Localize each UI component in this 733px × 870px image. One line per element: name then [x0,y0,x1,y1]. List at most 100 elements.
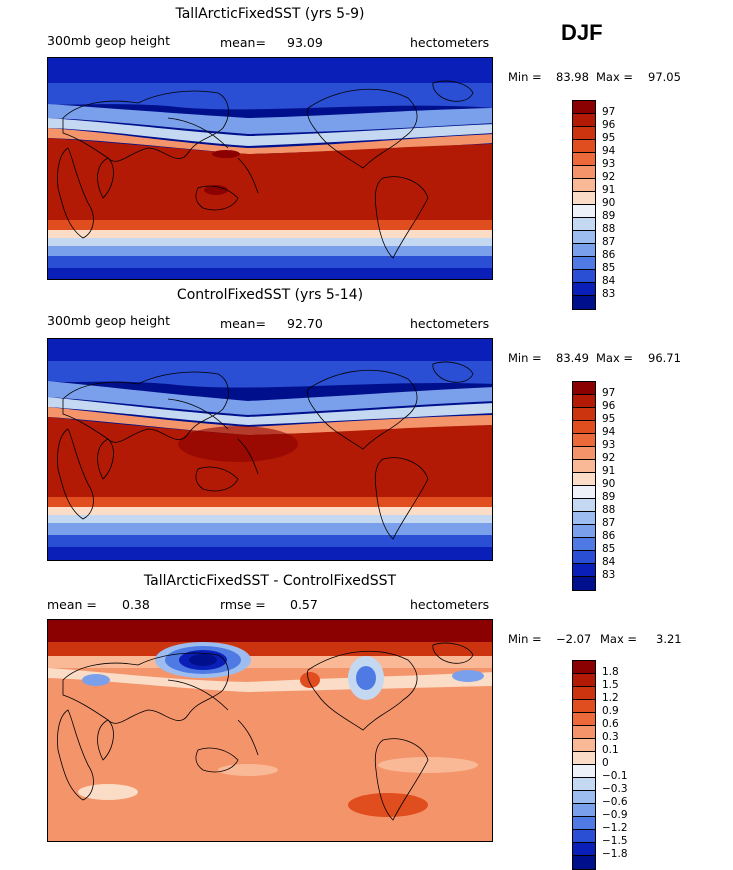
colorbar-swatch [573,382,595,395]
colorbar-swatch [573,843,595,856]
panel2-min-value: 83.49 [556,351,589,365]
colorbar-label: −0.1 [602,770,628,782]
panel1-colorbar [572,100,596,310]
colorbar-swatch [573,270,595,283]
colorbar-swatch [573,817,595,830]
colorbar-label: 89 [602,210,616,222]
colorbar-swatch [573,296,595,309]
colorbar-swatch [573,434,595,447]
panel1-max-value: 97.05 [648,70,681,84]
colorbar-label: 93 [602,439,616,451]
colorbar-label: 92 [602,171,616,183]
colorbar-label: 86 [602,530,616,542]
colorbar-label: 1.5 [602,679,619,691]
panel2-units: hectometers [410,316,490,331]
colorbar-swatch [573,525,595,538]
panel3-map [47,619,493,842]
colorbar-swatch [573,460,595,473]
colorbar-label: 1.2 [602,692,619,704]
colorbar-swatch [573,153,595,166]
panel3-min-label: Min = [508,632,542,646]
panel3-title: TallArcticFixedSST - ControlFixedSST [143,573,397,589]
colorbar-swatch [573,140,595,153]
panel1-colorbar-labels: 97 96 95 94 93 92 91 90 89 88 87 86 85 8… [602,106,615,301]
panel3-rmse-label: rmse = [220,597,266,612]
panel3-colorbar-labels: 1.8 1.5 1.2 0.9 0.6 0.3 0.1 0 −0.1 −0.3 … [602,666,628,861]
colorbar-swatch [573,791,595,804]
colorbar-label: 90 [602,197,616,209]
panel2-mean-label: mean= [220,316,266,331]
panel3-mean-value: 0.38 [122,597,150,612]
panel1-min-value: 83.98 [556,70,589,84]
colorbar-label: 95 [602,413,616,425]
colorbar-label: −0.3 [602,783,628,795]
panel3-units: hectometers [410,597,490,612]
panel1-mean-label: mean= [220,35,266,50]
colorbar-label: 0.1 [602,744,619,756]
colorbar-swatch [573,499,595,512]
colorbar-label: 92 [602,452,616,464]
panel1-map [47,57,493,280]
season-label: DJF [561,20,603,45]
colorbar-swatch [573,205,595,218]
colorbar-swatch [573,661,595,674]
panel3-min-value: −2.07 [556,632,592,646]
colorbar-label: 94 [602,426,616,438]
panel3-colorbar [572,660,596,870]
colorbar-label: 85 [602,262,616,274]
colorbar-swatch [573,486,595,499]
colorbar-swatch [573,564,595,577]
colorbar-label: 90 [602,478,616,490]
panel1-units: hectometers [410,35,490,50]
panel2-colorbar-labels: 97 96 95 94 93 92 91 90 89 88 87 86 85 8… [602,387,615,582]
colorbar-swatch [573,752,595,765]
colorbar-swatch [573,830,595,843]
colorbar-label: 95 [602,132,616,144]
colorbar-label: −0.6 [602,796,628,808]
colorbar-swatch [573,551,595,564]
panel1-variable-label: 300mb geop height [47,33,170,48]
colorbar-swatch [573,674,595,687]
colorbar-swatch [573,577,595,590]
colorbar-swatch [573,765,595,778]
colorbar-swatch [573,179,595,192]
panel2-mean-value: 92.70 [287,316,323,331]
colorbar-swatch [573,231,595,244]
colorbar-swatch [573,408,595,421]
panel1-min-label: Min = [508,70,542,84]
colorbar-label: 97 [602,106,616,118]
colorbar-swatch [573,687,595,700]
colorbar-swatch [573,700,595,713]
colorbar-label: 91 [602,465,616,477]
colorbar-swatch [573,114,595,127]
colorbar-swatch [573,192,595,205]
colorbar-swatch [573,218,595,231]
colorbar-label: 0.9 [602,705,619,717]
colorbar-label: −1.5 [602,835,628,847]
colorbar-label: 91 [602,184,616,196]
colorbar-swatch [573,473,595,486]
colorbar-label: 87 [602,236,616,248]
colorbar-label: 84 [602,275,616,287]
panel1-mean-value: 93.09 [287,35,323,50]
colorbar-swatch [573,856,595,869]
colorbar-label: 86 [602,249,616,261]
colorbar-label: 89 [602,491,616,503]
panel3-max-label: Max = [600,632,638,646]
colorbar-swatch [573,713,595,726]
panel2-variable-label: 300mb geop height [47,313,170,328]
colorbar-swatch [573,804,595,817]
colorbar-label: 88 [602,504,616,516]
colorbar-swatch [573,166,595,179]
panel2-min-label: Min = [508,351,542,365]
colorbar-swatch [573,283,595,296]
panel2-map [47,338,493,561]
colorbar-label: 0 [602,757,609,769]
panel2-colorbar [572,381,596,591]
colorbar-label: −1.8 [602,848,628,860]
panel2-title: ControlFixedSST (yrs 5-14) [176,287,364,303]
colorbar-label: −1.2 [602,822,628,834]
colorbar-swatch [573,127,595,140]
colorbar-label: 94 [602,145,616,157]
colorbar-swatch [573,395,595,408]
